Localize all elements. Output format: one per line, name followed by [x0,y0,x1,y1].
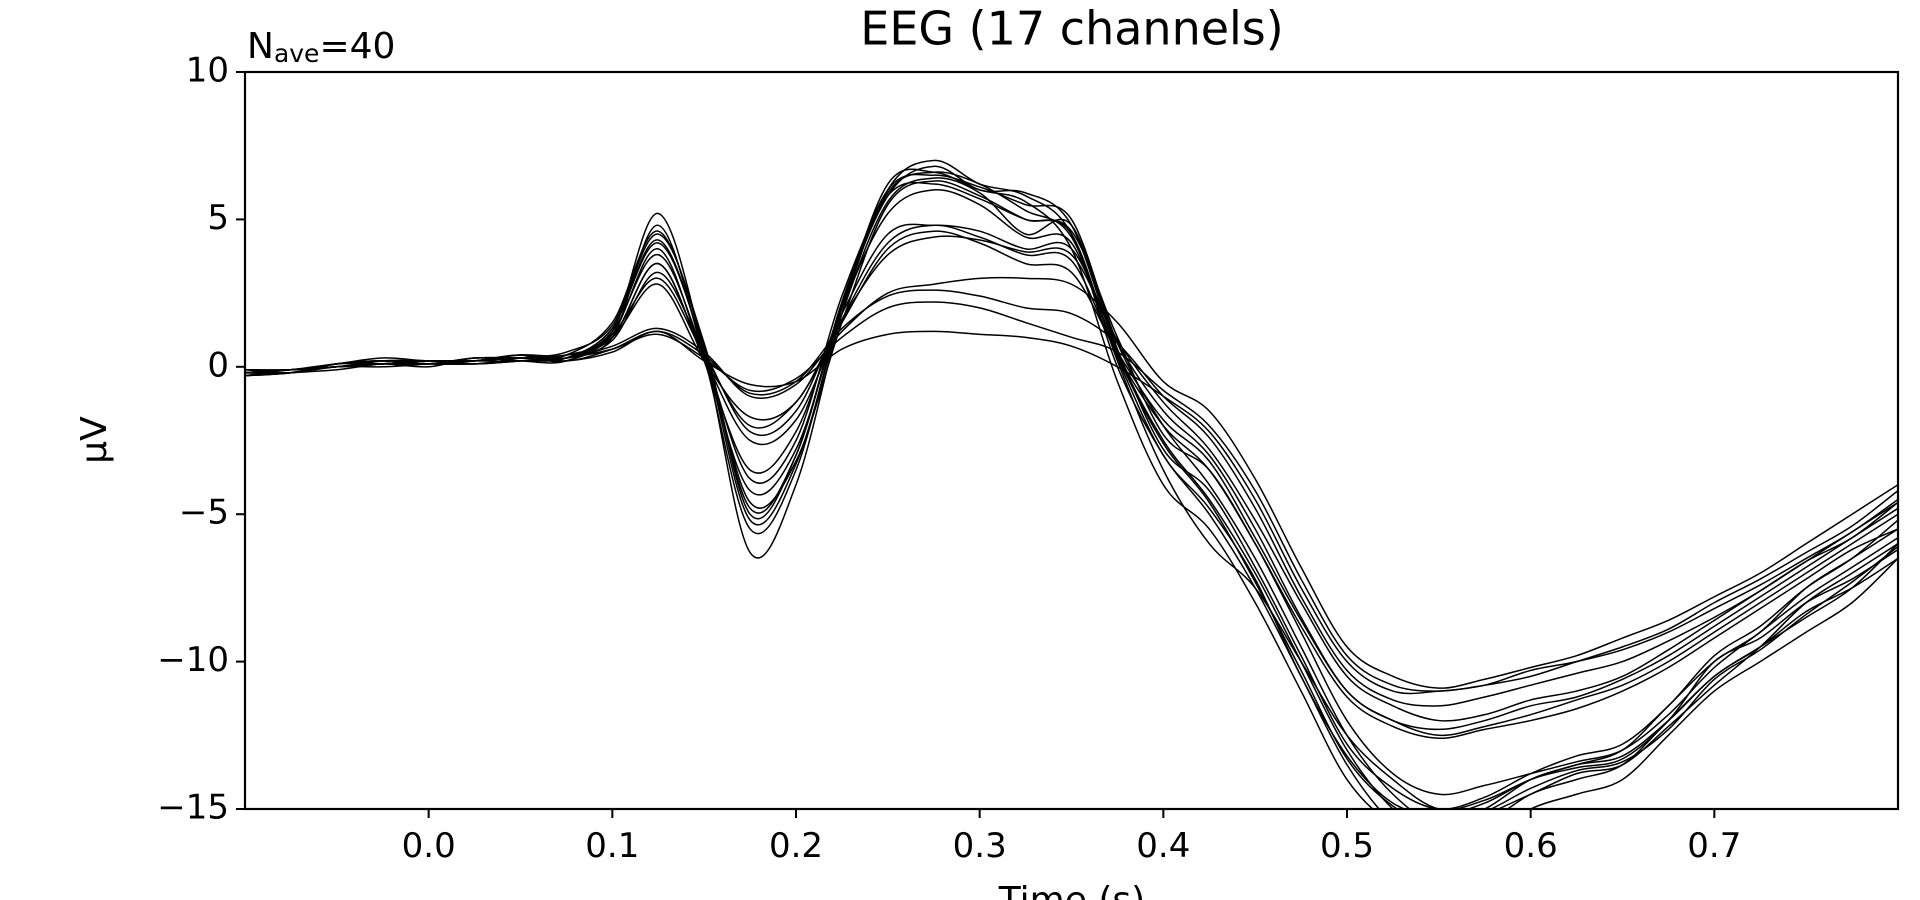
channel-line [245,173,1898,809]
axes-frame [243,70,1900,811]
channel-line [245,223,1898,737]
y-tick-label: −5 [179,493,229,533]
x-tick-label: 0.6 [1504,826,1558,866]
channel-line [245,230,1898,731]
y-tick-label: 5 [207,198,229,238]
x-tick-label: 0.5 [1320,826,1374,866]
y-tick-label: 10 [186,51,229,91]
channel-line [245,276,1898,689]
channel-line [245,181,1898,796]
x-tick-label: 0.3 [953,826,1007,866]
x-tick-label: 0.7 [1687,826,1741,866]
x-tick-label: 0.4 [1136,826,1190,866]
x-tick-label: 0.2 [769,826,823,866]
nave-annotation: Nave=40 [247,26,395,68]
channel-line [245,171,1898,809]
channel-line [245,168,1898,809]
chart-title: EEG (17 channels) [860,2,1283,56]
x-axis-label: Time (s) [998,880,1145,900]
x-tick-label: 0.1 [585,826,639,866]
channel-line [245,330,1898,695]
y-tick-label: −10 [157,640,229,680]
x-tick-label: 0.0 [402,826,456,866]
y-axis-label: µV [74,416,115,464]
channel-line [245,189,1898,809]
y-tick-label: 0 [207,345,229,385]
y-tick-label: −15 [157,788,229,828]
channel-line [245,180,1898,809]
channel-line [245,289,1898,707]
channel-line [245,159,1898,809]
nave-value: =40 [319,26,395,67]
plot-area [245,159,1898,809]
nave-sub: ave [274,39,320,68]
channel-line [245,301,1898,692]
channel-line [245,235,1898,722]
nave-n: N [247,26,274,67]
